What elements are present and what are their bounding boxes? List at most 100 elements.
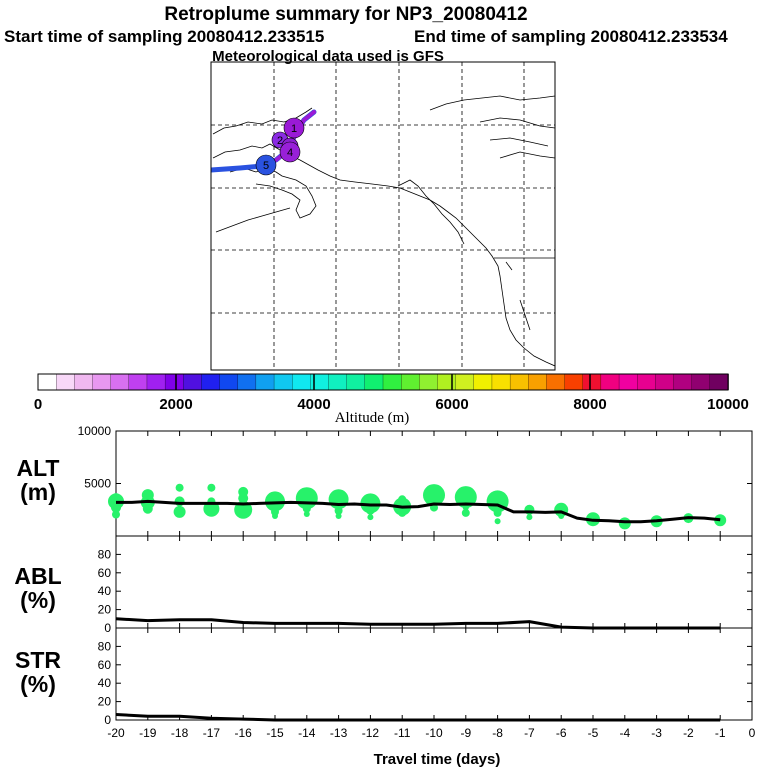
colorbar-swatch xyxy=(509,373,530,391)
altitude-scatter-point xyxy=(494,518,501,525)
colorbar-swatch xyxy=(110,373,130,391)
colorbar-swatch xyxy=(618,373,638,391)
y-tick-label: 80 xyxy=(98,639,112,653)
x-tick-label: -10 xyxy=(425,726,443,740)
x-tick-label: -6 xyxy=(556,726,567,740)
altitude-scatter-point xyxy=(175,483,184,492)
alt-panel-unit: (m) xyxy=(20,479,56,505)
trajectory-markers: 12345 xyxy=(255,117,305,176)
altitude-scatter-point xyxy=(302,504,311,513)
colorbar-swatch xyxy=(455,373,475,391)
y-tick-label: 60 xyxy=(98,566,112,580)
met-data-label: Meteorological data used is GFS xyxy=(212,48,444,65)
x-tick-label: -7 xyxy=(524,726,535,740)
colorbar-tick-label: 10000 xyxy=(707,396,749,413)
y-tick-label: 20 xyxy=(98,603,112,617)
coastline xyxy=(494,257,555,331)
map-frame xyxy=(210,61,556,371)
x-axis-title: Travel time (days) xyxy=(374,751,501,768)
y-tick-label: 40 xyxy=(98,676,112,690)
start-time-label: Start time of sampling 20080412.233515 xyxy=(4,27,324,46)
coastline xyxy=(229,167,317,219)
y-tick-label: 20 xyxy=(98,695,112,709)
y-tick-label: 5000 xyxy=(84,477,111,491)
altitude-scatter-point xyxy=(334,506,343,515)
colorbar-swatch xyxy=(546,373,566,391)
trajectory-map: 12345 xyxy=(210,61,556,371)
coastline xyxy=(215,207,291,233)
panel-frame xyxy=(115,627,753,721)
colorbar-swatch xyxy=(382,373,402,391)
altitude-scatter-point xyxy=(173,505,186,518)
altitude-scatter-point xyxy=(462,504,469,511)
trajectory-marker-label: 1 xyxy=(291,123,297,135)
altitude-scatter-point xyxy=(398,495,407,504)
altitude-scatter-point xyxy=(335,513,342,519)
colorbar-swatch xyxy=(255,373,275,391)
colorbar-tick-label: 2000 xyxy=(159,396,192,413)
x-tick-label: -8 xyxy=(492,726,503,740)
colorbar-swatch xyxy=(310,373,330,391)
colorbar-title: Altitude (m) xyxy=(335,410,410,426)
altitude-scatter-point xyxy=(141,489,154,502)
colorbar-swatch xyxy=(655,373,675,391)
colorbar-swatch xyxy=(146,373,166,391)
altitude-scatter-point xyxy=(272,513,278,519)
series-line xyxy=(116,499,721,524)
x-tick-label: -17 xyxy=(203,726,221,740)
x-tick-label: -15 xyxy=(266,726,284,740)
altitude-scatter-point xyxy=(360,493,381,514)
altitude-scatter-point xyxy=(112,510,120,519)
colorbar-swatch xyxy=(600,373,620,391)
colorbar-swatch xyxy=(219,373,239,391)
x-tick-label: -4 xyxy=(619,726,630,740)
colorbar-frame xyxy=(37,373,729,391)
trajectory-marker xyxy=(279,141,301,163)
altitude-scatter-point xyxy=(454,486,477,509)
colorbar-swatch xyxy=(673,373,693,391)
altitude-scatter-point xyxy=(526,514,533,521)
trajectory-marker-label: 5 xyxy=(263,160,269,172)
altitude-panel: 5000 10000 xyxy=(78,424,753,537)
altitude-scatter-point xyxy=(366,506,375,515)
x-tick-label: -1 xyxy=(715,726,726,740)
altitude-scatter-point xyxy=(238,486,249,497)
trajectory-marker-label: 4 xyxy=(287,147,293,159)
altitude-scatter-point xyxy=(493,508,502,517)
coastline xyxy=(397,179,465,245)
colorbar-swatch xyxy=(273,373,293,391)
coastline xyxy=(212,143,555,367)
series-line xyxy=(115,713,721,722)
y-tick-label: 40 xyxy=(98,584,112,598)
x-tick-label: -16 xyxy=(235,726,253,740)
altitude-scatter-point xyxy=(367,514,374,521)
colorbar-swatch xyxy=(201,373,221,391)
colorbar-swatch xyxy=(691,373,711,391)
altitude-colorbar: 0 2000 4000 6000 8000 10000 Altitude (m) xyxy=(34,373,749,426)
trajectory-marker xyxy=(255,154,277,176)
y-tick-label: 80 xyxy=(98,547,112,561)
altitude-scatter-point xyxy=(111,502,121,513)
colorbar-swatch xyxy=(564,373,584,391)
altitude-scatter-point xyxy=(558,513,565,519)
colorbar-swatch xyxy=(364,373,384,391)
colorbar-swatch xyxy=(346,373,366,391)
colorbar-swatch xyxy=(528,373,548,391)
colorbar-swatch xyxy=(237,373,257,391)
colorbar-tick-label: 8000 xyxy=(573,396,606,413)
x-tick-label: -11 xyxy=(394,726,411,740)
coastline xyxy=(429,95,555,111)
abl-panel-label: ABL xyxy=(14,563,61,589)
colorbar-swatch xyxy=(292,373,312,391)
colorbar-swatch xyxy=(92,373,112,391)
end-time-label: End time of sampling 20080412.233534 xyxy=(414,27,728,46)
colorbar-tick-label: 0 xyxy=(34,396,42,413)
altitude-scatter-point xyxy=(207,483,216,492)
series-line xyxy=(115,617,721,630)
colorbar-swatch xyxy=(473,373,493,391)
x-tick-label: -18 xyxy=(171,726,189,740)
altitude-scatter-point xyxy=(303,511,310,517)
altitude-scatter-point xyxy=(112,493,120,502)
